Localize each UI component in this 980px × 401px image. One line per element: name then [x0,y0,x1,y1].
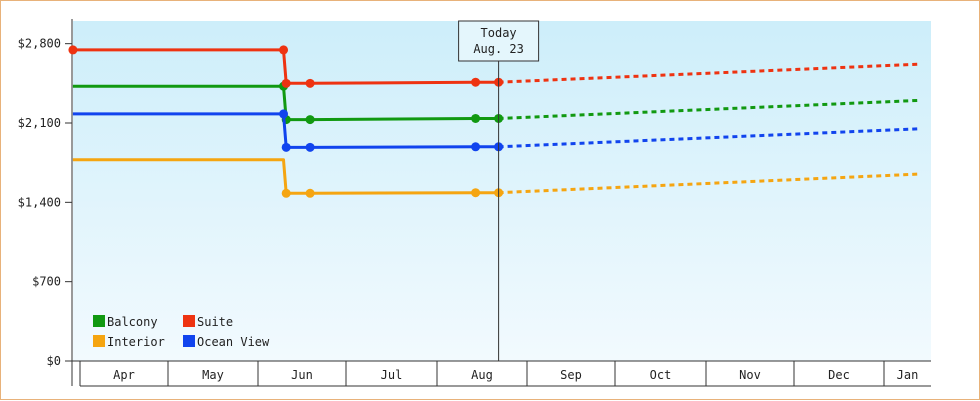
series-point-ocean-view [305,142,315,152]
y-tick-label: $700 [32,275,61,289]
series-point-ocean-view [281,142,291,152]
x-tick-label: Oct [650,368,672,382]
x-tick-label: Apr [113,368,135,382]
x-tick-label: Jul [381,368,403,382]
today-box [458,20,540,62]
legend-label-suite: Suite [197,315,233,329]
legend-swatch-interior [93,335,105,347]
series-forecast-balcony [498,98,921,120]
legend-swatch-suite [183,315,195,327]
series-forecast-interior [498,172,921,195]
series-point-ocean-view [279,109,289,119]
series-forecast-suite [498,62,921,84]
today-date: Aug. 23 [473,42,524,56]
series-point-balcony [471,113,481,123]
series-point-balcony [305,115,315,125]
legend-swatch-ocean-view [183,335,195,347]
y-tick-label: $2,800 [18,37,61,51]
series-point-interior [281,188,291,198]
x-tick-label: May [202,368,224,382]
series-point-ocean-view [471,142,481,152]
today-label: Today [481,26,517,40]
legend-label-balcony: Balcony [107,315,158,329]
series-point-interior [305,188,315,198]
legend-swatch-balcony [93,315,105,327]
x-tick-label: Nov [739,368,761,382]
series-point-suite [305,78,315,88]
legend-label-ocean-view: Ocean View [197,335,270,349]
series-point-suite [68,45,78,55]
legend-label-interior: Interior [107,335,165,349]
series-point-suite [279,45,289,55]
x-tick-label: Dec [828,368,850,382]
series-point-interior [471,188,481,198]
series-point-suite [281,78,291,88]
x-tick-label: Jan [897,368,919,382]
x-tick-label: Jun [291,368,313,382]
y-tick-label: $2,100 [18,116,61,130]
series-forecast-ocean-view [498,127,921,149]
series-point-suite [471,77,481,87]
y-tick-label: $0 [47,354,61,368]
x-tick-label: Sep [560,368,582,382]
y-tick-label: $1,400 [18,195,61,209]
x-tick-label: Aug [471,368,493,382]
